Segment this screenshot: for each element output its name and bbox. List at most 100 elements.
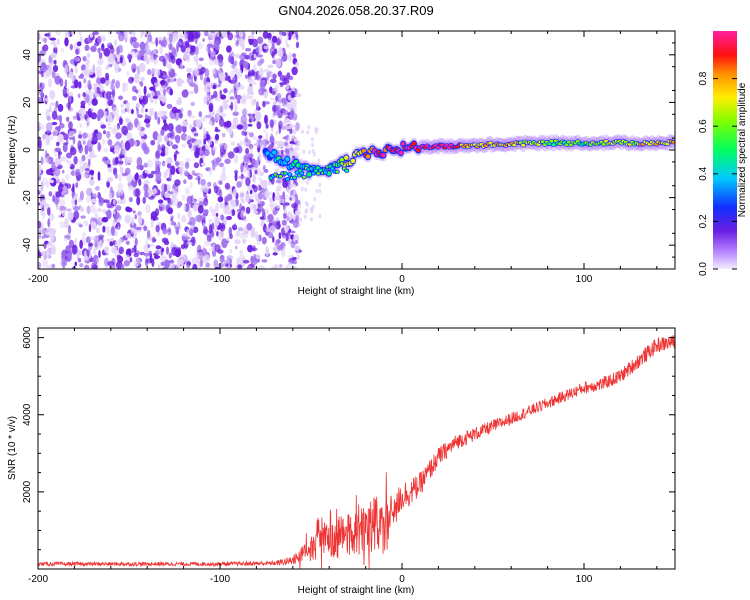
noise-cell: [152, 188, 158, 195]
noise-cell: [136, 164, 141, 170]
noise-cell: [261, 217, 265, 228]
noise-cell: [145, 43, 150, 53]
noise-cell: [174, 179, 181, 187]
colorbar-tick-label: 0.2: [698, 214, 709, 228]
noise-cell: [292, 216, 296, 221]
noise-cell: [98, 196, 104, 207]
noise-cell: [174, 49, 178, 58]
noise-cell: [207, 81, 214, 88]
noise-cell: [149, 41, 157, 45]
noise-cell: [201, 145, 206, 152]
noise-cell: [101, 216, 109, 223]
noise-cell: [41, 199, 46, 205]
noise-cell: [55, 191, 61, 198]
noise-cell: [246, 223, 253, 231]
noise-cell: [48, 105, 52, 112]
noise-cell: [194, 119, 200, 128]
noise-cell: [118, 246, 124, 255]
noise-cell: [126, 132, 133, 140]
noise-cell: [77, 257, 82, 263]
noise-cell: [202, 38, 205, 42]
noise-cell: [157, 139, 160, 146]
noise-cell: [155, 163, 161, 172]
signal-cell: [323, 171, 327, 174]
noise-cell: [229, 199, 236, 206]
noise-cell: [98, 52, 103, 59]
noise-cell: [45, 137, 50, 146]
noise-cell: [176, 99, 183, 106]
noise-cell: [276, 187, 280, 192]
noise-cell: [105, 72, 110, 81]
noise-cell: [62, 143, 68, 153]
noise-cell: [74, 57, 81, 62]
noise-cell: [215, 212, 219, 217]
noise-cell: [116, 46, 120, 55]
noise-cell: [144, 191, 149, 198]
noise-cell: [79, 165, 86, 173]
noise-cell: [283, 141, 289, 147]
noise-cell: [180, 107, 184, 113]
noise-cell: [153, 95, 159, 99]
noise-cell: [286, 144, 290, 150]
noise-cell: [317, 158, 321, 164]
noise-cell: [261, 236, 267, 245]
noise-cell: [64, 79, 68, 89]
noise-cell: [212, 228, 217, 233]
noise-cell: [181, 194, 186, 201]
noise-cell: [115, 113, 120, 122]
noise-cell: [181, 89, 189, 98]
noise-cell: [294, 245, 300, 252]
noise-cell: [164, 192, 171, 198]
noise-cell: [278, 47, 283, 56]
noise-cell: [274, 140, 278, 145]
noise-cell: [276, 192, 280, 197]
colorbar-gradient: [713, 31, 737, 269]
noise-cell: [236, 181, 242, 188]
noise-cell: [179, 167, 184, 176]
noise-cell: [114, 156, 119, 165]
noise-cell: [121, 125, 129, 135]
noise-cell: [62, 88, 67, 94]
noise-cell: [219, 202, 226, 209]
noise-cell: [162, 123, 169, 132]
noise-cell: [263, 129, 267, 133]
noise-cell: [150, 219, 154, 228]
noise-cell: [180, 244, 186, 250]
noise-cell: [38, 262, 42, 269]
noise-cell: [57, 103, 64, 112]
noise-cell: [66, 208, 72, 212]
noise-cell: [92, 31, 99, 36]
noise-cell: [49, 179, 54, 184]
noise-cell: [241, 198, 246, 204]
noise-cell: [203, 77, 207, 86]
noise-cell: [107, 42, 113, 49]
noise-cell: [219, 254, 225, 263]
noise-cell: [155, 245, 162, 250]
y-tick-label: 2000: [22, 480, 33, 503]
noise-cell: [226, 215, 232, 221]
noise-cell: [189, 257, 192, 262]
noise-cell: [283, 212, 287, 219]
noise-cell: [209, 50, 216, 57]
noise-cell: [253, 53, 257, 59]
noise-cell: [133, 252, 139, 258]
noise-cell: [88, 158, 91, 167]
x-tick-label: 100: [576, 574, 593, 585]
noise-cell: [208, 121, 213, 125]
noise-cell: [88, 242, 93, 247]
noise-cell: [177, 221, 181, 230]
signal-cell: [340, 162, 344, 166]
noise-cell: [50, 172, 55, 176]
signal-cell: [344, 155, 349, 160]
noise-cell: [231, 209, 236, 216]
noise-cell: [72, 183, 75, 193]
noise-cell: [80, 100, 86, 107]
noise-cell: [244, 74, 249, 79]
noise-cell: [263, 168, 269, 173]
noise-cell: [263, 68, 271, 73]
signal-cell: [335, 170, 339, 174]
noise-cell: [296, 250, 300, 257]
noise-cell: [41, 210, 46, 219]
noise-cell: [53, 167, 61, 177]
noise-cell: [171, 241, 174, 247]
